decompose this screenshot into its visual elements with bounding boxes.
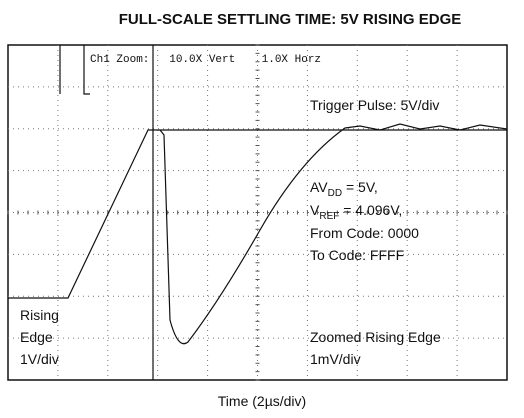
x-axis-label: Time (2µs/div) (218, 393, 306, 409)
condition: From Code: 0000 (310, 225, 419, 241)
condition-sub: REF (319, 211, 339, 222)
figure-title: FULL-SCALE SETTLING TIME: 5V RISING EDGE (119, 11, 462, 28)
scope-figure: FULL-SCALE SETTLING TIME: 5V RISING EDGE… (0, 0, 524, 418)
trigger-trace (60, 45, 90, 94)
condition-text: AV (310, 179, 328, 195)
trigger-label: Trigger Pulse: 5V/div (310, 97, 439, 113)
rising-label: Edge (20, 329, 53, 345)
rising-label: 1V/div (20, 351, 59, 367)
zoomed-label: Zoomed Rising Edge (310, 329, 441, 345)
rising-label: Rising (20, 307, 59, 323)
condition-text: = 5V, (342, 179, 378, 195)
condition: AVDD = 5V, (310, 179, 378, 199)
scope-header: Ch1 Zoom: 10.0X Vert 1.0X Horz (90, 54, 321, 66)
condition: To Code: FFFF (310, 247, 404, 263)
zoomed-label: 1mV/div (310, 351, 361, 367)
condition-sub: DD (328, 188, 342, 199)
condition-text: = 4.096V, (339, 202, 402, 218)
condition: VREF = 4.096V, (310, 202, 402, 222)
